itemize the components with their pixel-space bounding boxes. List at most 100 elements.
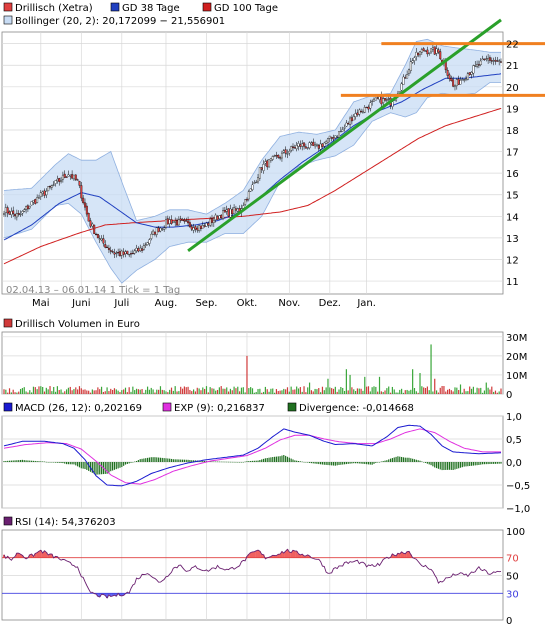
divergence-bar [418,460,419,462]
divergence-bar [261,459,262,462]
price-candle [432,48,434,49]
price-candle [106,247,108,248]
macd-lines [4,425,501,486]
price-candle [320,144,322,149]
legend-label-volume: Drillisch Volumen in Euro [15,319,140,330]
price-candle [108,248,110,250]
volume-bar [103,392,104,394]
volume-bar [331,388,332,394]
price-candle [482,59,484,60]
volume-bar [16,393,17,394]
divergence-bar [478,462,479,465]
price-candle [112,251,114,252]
volume-bar [88,391,89,394]
rsi-overbought-fill [253,552,255,558]
volume-bar [267,389,268,394]
price-candle [27,206,29,209]
volume-bar [276,389,277,394]
volume-bar [178,391,179,394]
month-label: Okt. [237,298,258,309]
price-candle [274,156,276,157]
price-candle [314,144,316,146]
price-y-tick-label: 15 [506,191,519,202]
price-y-tick-label: 19 [506,104,519,115]
volume-bar [5,390,6,394]
volume-bar [46,388,47,394]
price-candle [222,211,224,219]
macd-y-tick-label: −1,0 [506,504,530,515]
volume-bar [399,390,400,394]
price-candle [204,226,206,227]
volume-bar [408,391,409,394]
price-candle [121,251,123,255]
price-candle [338,131,340,137]
rsi-y-tick-label: 50 [506,572,519,583]
volume-bar [189,390,190,394]
volume-bar [366,387,367,394]
divergence-bar [414,459,415,462]
divergence-bar [24,460,25,462]
price-candle [16,214,18,217]
price-candle [158,228,160,232]
divergence-bar [274,457,275,462]
volume-bar [164,390,165,394]
divergence-bar [384,461,385,462]
volume-bar [441,386,442,394]
divergence-bar [362,462,363,464]
volume-bar [232,390,233,394]
price-candle [49,186,51,187]
rsi-y-tick-label: 70 [506,554,519,565]
volume-bar [165,391,166,394]
volume-bar [259,389,260,394]
divergence-bar [129,462,130,463]
volume-bar [171,388,172,394]
price-candle [209,219,211,225]
price-candle [500,62,502,63]
divergence-bar [101,462,102,474]
volume-bar [495,391,496,394]
price-candle [206,223,208,226]
divergence-bar [305,462,306,463]
price-candle [231,210,233,214]
volume-bar [130,392,131,394]
price-candle [71,174,73,178]
price-candle [436,49,438,54]
volume-bar [423,387,424,394]
volume-bar [27,392,28,394]
volume-bar [182,389,183,394]
volume-bar [291,387,292,394]
price-candle [22,211,24,213]
price-candle [289,151,291,153]
rsi-plot-frame [2,530,503,620]
divergence-bar [243,462,244,463]
divergence-bar [467,462,468,466]
volume-bar [215,391,216,394]
volume-bar [62,393,63,394]
divergence-bar [257,461,258,462]
price-y-tick-label: 18 [506,126,519,137]
price-candle [36,197,38,202]
volume-bar [340,387,341,394]
divergence-bar [405,458,406,462]
divergence-bar [59,462,60,463]
volume-bar [160,386,161,394]
volume-bar [250,387,251,394]
volume-bar [405,390,406,394]
volume-bar [129,387,130,394]
divergence-bar [366,462,367,464]
volume-bar [464,389,465,394]
divergence-bar [445,462,446,470]
divergence-bar [121,462,122,467]
volume-bar [72,390,73,394]
price-candle [246,199,248,200]
divergence-bar [307,462,308,463]
divergence-bar [38,461,39,462]
divergence-bar [46,462,47,463]
volume-bar [94,390,95,394]
price-candle [259,167,261,178]
price-candle [379,97,381,100]
divergence-bar [29,461,30,462]
divergence-bar [429,462,430,464]
volume-bar [303,386,304,394]
